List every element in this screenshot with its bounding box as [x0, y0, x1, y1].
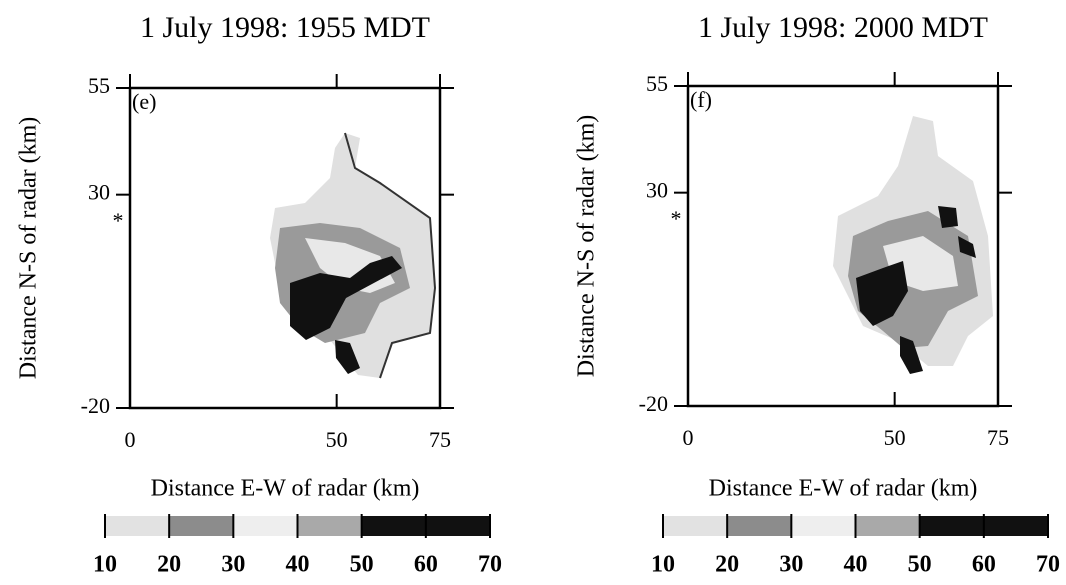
colorbar-tick-label: 70 — [478, 552, 502, 578]
echo-edge — [344, 132, 437, 379]
chart-title: 1 July 1998: 1955 MDT — [140, 11, 430, 44]
colorbar-tick-label: 50 — [350, 552, 374, 578]
y-axis-label: Distance N-S of radar (km) — [16, 117, 42, 380]
panel-label: (e) — [132, 89, 156, 114]
y-tick-label: 30 — [646, 178, 668, 203]
colorbar-tick-label: 10 — [93, 552, 117, 578]
x-tick-label: 75 — [987, 425, 1009, 450]
x-tick-label: 0 — [683, 425, 694, 450]
echo-core — [900, 336, 923, 374]
colorbar-tick-label: 40 — [844, 552, 868, 578]
colorbar-tick-label: 20 — [715, 552, 739, 578]
colorbar-tick-label: 30 — [221, 552, 245, 578]
colorbar-segment — [855, 516, 920, 536]
colorbar-segment — [983, 516, 1048, 536]
radar-marker: * — [113, 208, 124, 233]
colorbar-tick-label: 60 — [414, 552, 438, 578]
x-axis-label: Distance E-W of radar (km) — [709, 476, 978, 502]
y-tick-label: 55 — [88, 73, 110, 98]
echo-core — [290, 256, 402, 340]
colorbar-tick-label: 50 — [908, 552, 932, 578]
x-tick-label: 0 — [125, 427, 136, 452]
colorbar-segment — [791, 516, 856, 536]
echo-core — [938, 206, 958, 228]
x-tick-label: 50 — [326, 427, 348, 452]
colorbar-segment — [663, 516, 728, 536]
echo-core — [856, 261, 908, 326]
panel-label: (f) — [690, 87, 712, 112]
y-tick-label: 30 — [88, 180, 110, 205]
colorbar-tick-label: 20 — [157, 552, 181, 578]
plot-frame — [128, 86, 442, 410]
colorbar-segment — [105, 516, 170, 536]
colorbar-tick-label: 70 — [1036, 552, 1060, 578]
x-tick-label: 50 — [884, 425, 906, 450]
x-axis-label: Distance E-W of radar (km) — [151, 476, 420, 502]
y-axis-label: Distance N-S of radar (km) — [574, 115, 600, 378]
y-tick-label: 55 — [646, 71, 668, 96]
colorbar-segment — [169, 516, 234, 536]
y-tick-label: -20 — [81, 393, 110, 418]
x-tick-label: 75 — [429, 427, 451, 452]
colorbar-segment — [233, 516, 298, 536]
colorbar-segment — [727, 516, 792, 536]
colorbar-segment — [425, 516, 490, 536]
chart-title: 1 July 1998: 2000 MDT — [698, 11, 988, 44]
colorbar-tick-label: 10 — [651, 552, 675, 578]
colorbar-segment — [919, 516, 984, 536]
reflectivity-field — [833, 116, 993, 374]
y-tick-label: -20 — [639, 391, 668, 416]
colorbar-tick-label: 60 — [972, 552, 996, 578]
echo-core — [335, 340, 360, 374]
radar-marker: * — [671, 206, 682, 231]
colorbar-segment — [361, 516, 426, 536]
reflectivity-field — [270, 132, 437, 379]
colorbar-tick-label: 40 — [286, 552, 310, 578]
plot-frame — [686, 84, 1000, 408]
colorbar-tick-label: 30 — [779, 552, 803, 578]
colorbar-segment — [297, 516, 362, 536]
echo-core — [958, 236, 976, 258]
